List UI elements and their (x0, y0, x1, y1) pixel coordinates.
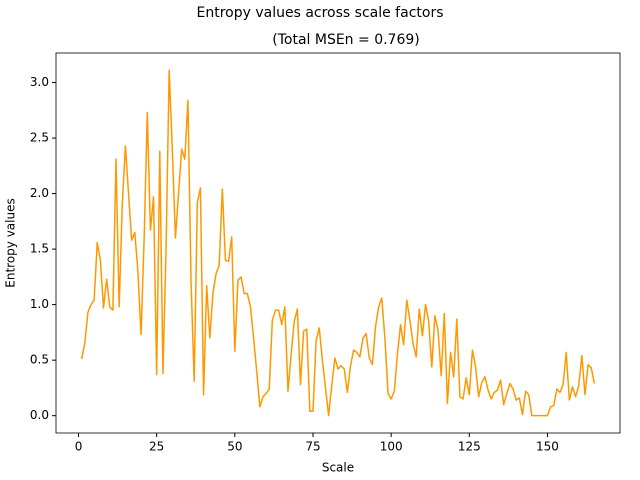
axes-frame (55, 52, 621, 434)
x-tick-label: 25 (149, 440, 164, 454)
y-tick-label: 3.0 (30, 75, 49, 89)
x-tick-label: 75 (305, 440, 320, 454)
y-tick-label: 2.0 (30, 186, 49, 200)
y-axis-label: Entropy values (4, 198, 18, 287)
x-axis-label: Scale (322, 461, 354, 475)
chart-subtitle: (Total MSEn = 0.769) (272, 32, 419, 48)
x-tick-label: 150 (536, 440, 559, 454)
y-tick-label: 2.5 (30, 131, 49, 145)
data-line (80, 69, 596, 417)
x-tick-label: 50 (227, 440, 242, 454)
y-tick-label: 1.5 (30, 242, 49, 256)
x-tick-label: 125 (458, 440, 481, 454)
y-tick-label: 0.5 (30, 353, 49, 367)
chart-title: Entropy values across scale factors (197, 5, 444, 21)
x-tick-label: 100 (380, 440, 403, 454)
y-tick-label: 0.0 (30, 408, 49, 422)
x-tick-label: 0 (75, 440, 83, 454)
y-tick-label: 1.0 (30, 297, 49, 311)
